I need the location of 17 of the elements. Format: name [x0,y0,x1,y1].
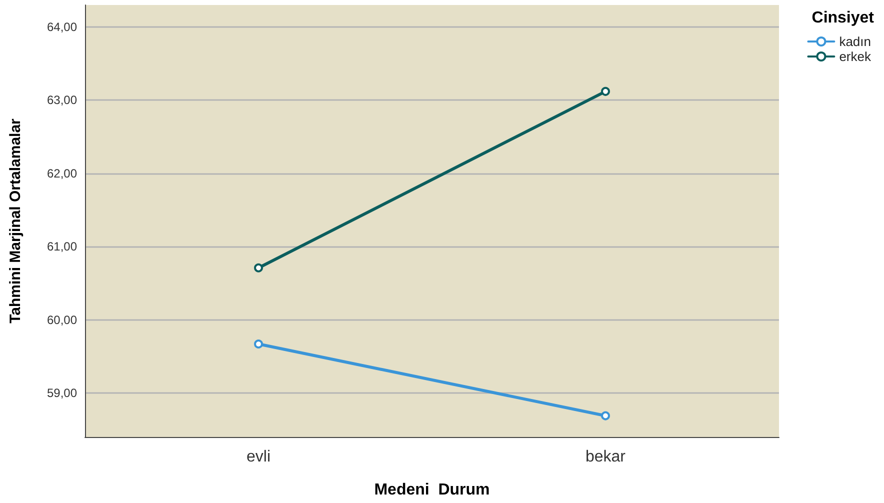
y-tick-label: 63,00 [46,93,78,108]
x-tick-label: bekar [585,448,626,466]
point [254,263,263,272]
x-axis-title: Medeni Durum [374,482,490,498]
y-axis-title: Tahmini Marjinal Ortalamalar [7,118,24,324]
point [601,86,610,96]
legend-label: erkek [839,49,872,64]
y-tick-label: 60,00 [46,312,78,327]
y-tick-label: 64,00 [46,20,78,34]
legend-label: kadın [839,34,872,49]
point [601,411,610,420]
legend-title: Cinsiyet [812,10,875,26]
point [254,340,263,349]
x-tick-label: evli [246,448,271,466]
y-tick-label: 59,00 [46,386,78,400]
y-tick-label: 62,00 [46,166,78,180]
y-tick-label: 61,00 [46,240,78,254]
